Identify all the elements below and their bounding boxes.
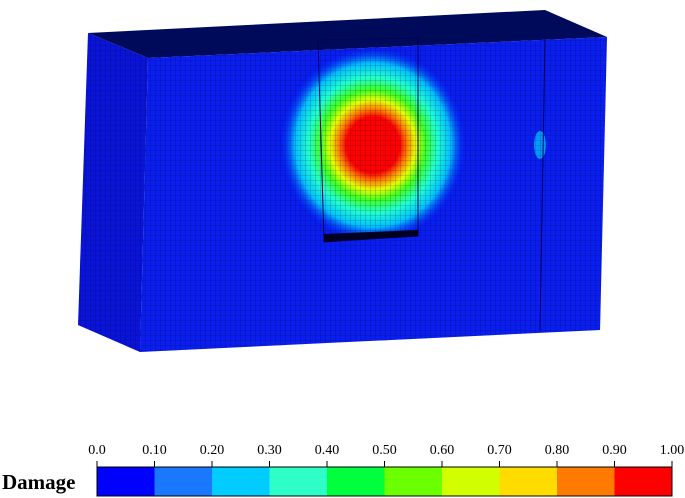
legend-title: Damage [2,470,75,494]
color-segment [154,467,212,496]
tick-label: 0.90 [602,443,627,458]
tick-label: 0.60 [430,443,455,458]
tick-label: 0.10 [142,443,167,458]
tick-label: 0.0 [88,443,106,458]
color-segment [384,467,442,496]
tick-label: 0.50 [372,443,397,458]
tick-label: 0.40 [315,443,340,458]
tick-label: 0.80 [545,443,570,458]
model [78,10,607,352]
color-segment [499,467,557,496]
colorbar: 0.0 0.10 0.20 0.30 0.40 0.50 0.60 0.70 0.80 0.90 1… [88,443,685,497]
tick-label: 1.00 [660,443,685,458]
color-segment [442,467,500,496]
color-segment [97,467,155,496]
color-segment [327,467,385,496]
color-segment [212,467,270,496]
color-segment [269,467,327,496]
color-segment [557,467,615,496]
color-segment [614,467,672,496]
tick-label: 0.20 [200,443,225,458]
tick-label: 0.30 [257,443,282,458]
tick-label: 0.70 [487,443,512,458]
